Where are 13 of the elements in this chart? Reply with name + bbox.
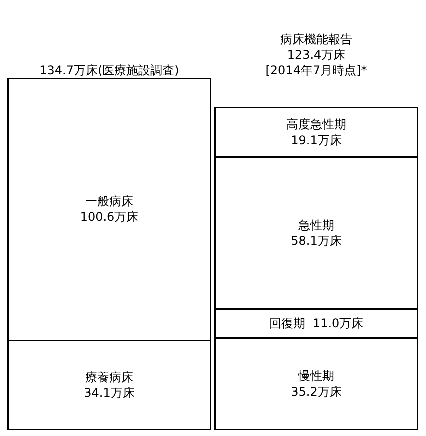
data-label: 58.1万床 <box>291 234 342 248</box>
data-label: 100.6万床 <box>80 210 139 224</box>
series-label: 一般病床 <box>86 194 134 209</box>
series-label: 急性期 <box>298 218 334 233</box>
x-tick-label: 病床機能報告 123.4万床 [2014年7月時点]* <box>266 32 368 78</box>
text: 回復期 11.0万床 <box>269 316 364 331</box>
data-label: 34.1万床 <box>84 386 135 400</box>
series-label: 高度急性期 <box>286 118 346 132</box>
x-tick-label: 134.7万床(医療施設調査) <box>40 64 180 78</box>
data-label: 19.1万床 <box>291 133 342 148</box>
data-label: 35.2万床 <box>291 384 342 399</box>
series-label: 療養病床 <box>86 370 134 385</box>
series-label: 慢性期 <box>298 369 334 384</box>
